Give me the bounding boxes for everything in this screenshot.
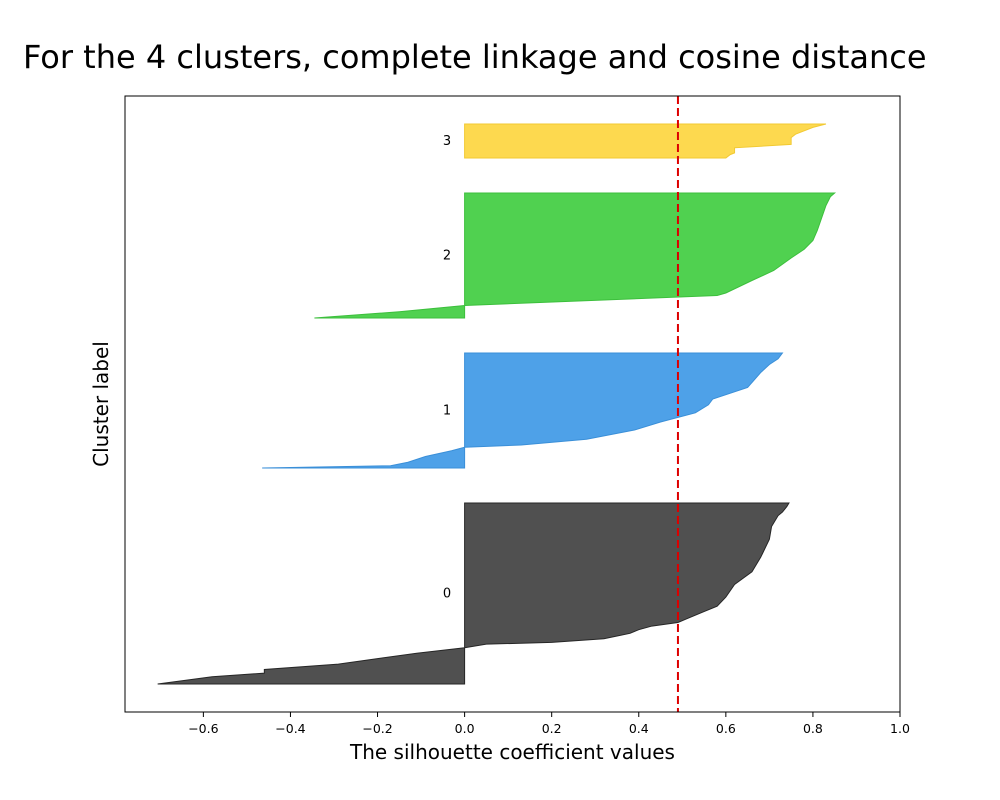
x-tick-label: −0.4 bbox=[275, 721, 305, 736]
x-tick-label: 0.6 bbox=[716, 721, 736, 736]
silhouette-area-cluster-0 bbox=[157, 502, 790, 685]
x-tick-label: 1.0 bbox=[890, 721, 910, 736]
silhouette-area-cluster-2 bbox=[314, 192, 837, 319]
cluster-label-group: 0 1 2 3 bbox=[443, 134, 451, 602]
cluster-label-2: 2 bbox=[443, 249, 451, 264]
axes-frame bbox=[124, 95, 901, 713]
cluster-label-1: 1 bbox=[443, 404, 451, 419]
x-tick-label: 0.0 bbox=[455, 721, 475, 736]
y-axis-label: Cluster label bbox=[89, 341, 113, 467]
plot-area: 0 1 2 3 −0.6 −0.4 −0.2 0.0 0.2 0.4 0.6 0.8 1.0 bbox=[124, 95, 910, 736]
x-tick-label: −0.2 bbox=[362, 721, 392, 736]
cluster-label-0: 0 bbox=[443, 587, 451, 602]
silhouette-area-cluster-3 bbox=[464, 123, 827, 159]
x-tick-label: 0.2 bbox=[542, 721, 562, 736]
x-tick-label: −0.6 bbox=[188, 721, 218, 736]
x-tick-label: 0.4 bbox=[629, 721, 649, 736]
x-axis-label: The silhouette coefficient values bbox=[349, 740, 675, 764]
x-axis-ticks: −0.6 −0.4 −0.2 0.0 0.2 0.4 0.6 0.8 1.0 bbox=[188, 712, 910, 736]
cluster-label-3: 3 bbox=[443, 134, 451, 149]
x-tick-label: 0.8 bbox=[803, 721, 823, 736]
silhouette-area-cluster-1 bbox=[262, 352, 784, 469]
chart-title: For the 4 clusters, complete linkage and… bbox=[23, 38, 927, 76]
silhouette-series-group bbox=[157, 123, 837, 685]
